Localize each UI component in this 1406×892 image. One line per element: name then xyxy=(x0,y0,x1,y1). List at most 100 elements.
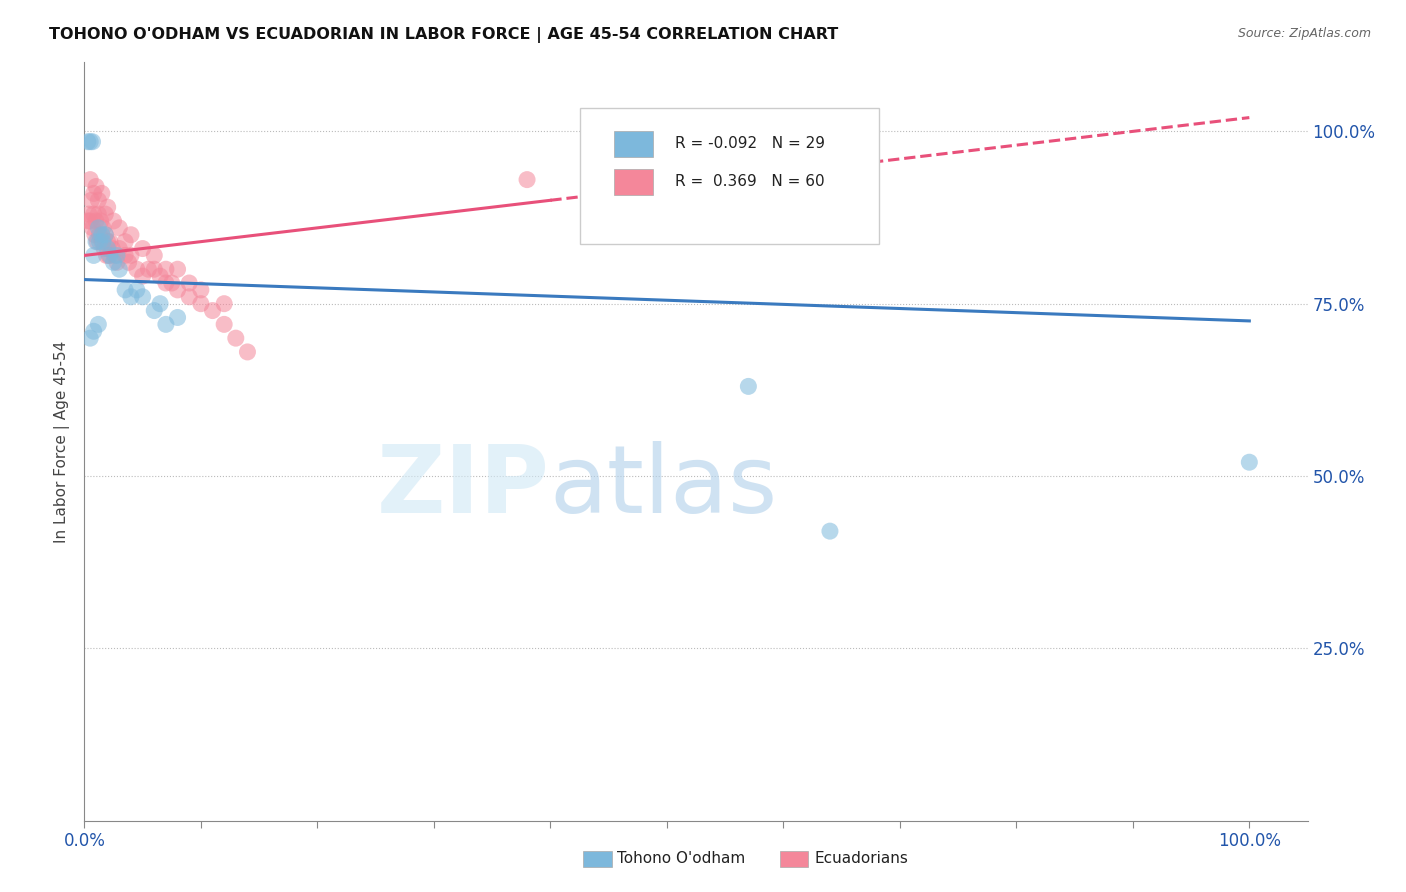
Point xyxy=(108,242,131,256)
Point xyxy=(84,179,107,194)
Point xyxy=(101,242,124,256)
Point xyxy=(86,235,108,249)
Point xyxy=(120,248,142,262)
Point xyxy=(104,248,127,262)
Point xyxy=(166,262,188,277)
Point xyxy=(91,220,114,235)
Point xyxy=(79,214,101,228)
Point xyxy=(108,220,131,235)
Point xyxy=(94,227,117,242)
Point xyxy=(212,296,235,310)
Bar xyxy=(614,169,654,195)
Point xyxy=(79,331,101,345)
Point xyxy=(212,318,235,332)
Text: ZIP: ZIP xyxy=(377,441,550,533)
Point xyxy=(79,172,101,186)
Y-axis label: In Labor Force | Age 45-54: In Labor Force | Age 45-54 xyxy=(55,341,70,542)
Point xyxy=(149,296,172,310)
Point xyxy=(87,194,110,208)
Point xyxy=(83,207,105,221)
Point xyxy=(120,227,142,242)
Point xyxy=(131,242,153,256)
Point xyxy=(131,290,153,304)
Point xyxy=(155,276,177,290)
Point xyxy=(105,255,128,269)
Point xyxy=(818,524,841,538)
Point xyxy=(179,290,201,304)
Point xyxy=(87,207,110,221)
Point xyxy=(143,262,166,277)
Point xyxy=(82,135,104,149)
Point xyxy=(105,248,128,262)
Point xyxy=(1239,455,1261,469)
Point xyxy=(97,235,120,249)
Text: Ecuadorians: Ecuadorians xyxy=(814,852,908,866)
Point xyxy=(120,290,142,304)
Point xyxy=(77,207,100,221)
Point xyxy=(114,235,136,249)
Point xyxy=(91,235,114,249)
Point xyxy=(83,186,105,201)
Point xyxy=(87,220,110,235)
Point xyxy=(131,269,153,284)
Point xyxy=(155,318,177,332)
Point xyxy=(138,262,160,277)
Point xyxy=(83,227,105,242)
Text: Tohono O'odham: Tohono O'odham xyxy=(617,852,745,866)
Point xyxy=(103,255,125,269)
Point xyxy=(89,235,111,249)
Point xyxy=(82,220,104,235)
Point xyxy=(201,303,224,318)
Point xyxy=(96,248,118,262)
Point xyxy=(80,194,103,208)
Point xyxy=(76,214,98,228)
Point xyxy=(516,172,538,186)
Point xyxy=(117,255,139,269)
Point xyxy=(125,262,148,277)
Point xyxy=(114,248,136,262)
Point xyxy=(98,235,121,249)
Point xyxy=(103,214,125,228)
Text: Source: ZipAtlas.com: Source: ZipAtlas.com xyxy=(1237,27,1371,40)
Point xyxy=(84,214,107,228)
Point xyxy=(166,310,188,325)
Point xyxy=(89,227,111,242)
Point xyxy=(94,207,117,221)
Point xyxy=(225,331,247,345)
Point xyxy=(90,235,112,249)
Point xyxy=(149,269,172,284)
Point xyxy=(84,235,107,249)
Point xyxy=(83,248,105,262)
Text: TOHONO O'ODHAM VS ECUADORIAN IN LABOR FORCE | AGE 45-54 CORRELATION CHART: TOHONO O'ODHAM VS ECUADORIAN IN LABOR FO… xyxy=(49,27,838,43)
Point xyxy=(94,227,117,242)
Point xyxy=(90,186,112,201)
Point xyxy=(76,135,98,149)
Point xyxy=(83,324,105,338)
Point xyxy=(737,379,759,393)
Point xyxy=(179,276,201,290)
Point xyxy=(87,318,110,332)
Point xyxy=(97,248,120,262)
Text: R = -0.092   N = 29: R = -0.092 N = 29 xyxy=(675,136,825,152)
Point xyxy=(143,303,166,318)
Point xyxy=(93,242,115,256)
Text: R =  0.369   N = 60: R = 0.369 N = 60 xyxy=(675,174,825,189)
Point xyxy=(97,200,120,214)
Point xyxy=(236,345,259,359)
Point xyxy=(166,283,188,297)
Point xyxy=(97,242,120,256)
Bar xyxy=(614,130,654,157)
Point xyxy=(108,262,131,277)
Point xyxy=(160,276,183,290)
Point xyxy=(143,248,166,262)
Point xyxy=(79,135,101,149)
Point xyxy=(155,262,177,277)
Point xyxy=(114,283,136,297)
Point xyxy=(90,214,112,228)
Point xyxy=(90,227,112,242)
Text: atlas: atlas xyxy=(550,441,778,533)
Point xyxy=(190,296,212,310)
Point xyxy=(125,283,148,297)
Point xyxy=(190,283,212,297)
Point xyxy=(98,248,121,262)
